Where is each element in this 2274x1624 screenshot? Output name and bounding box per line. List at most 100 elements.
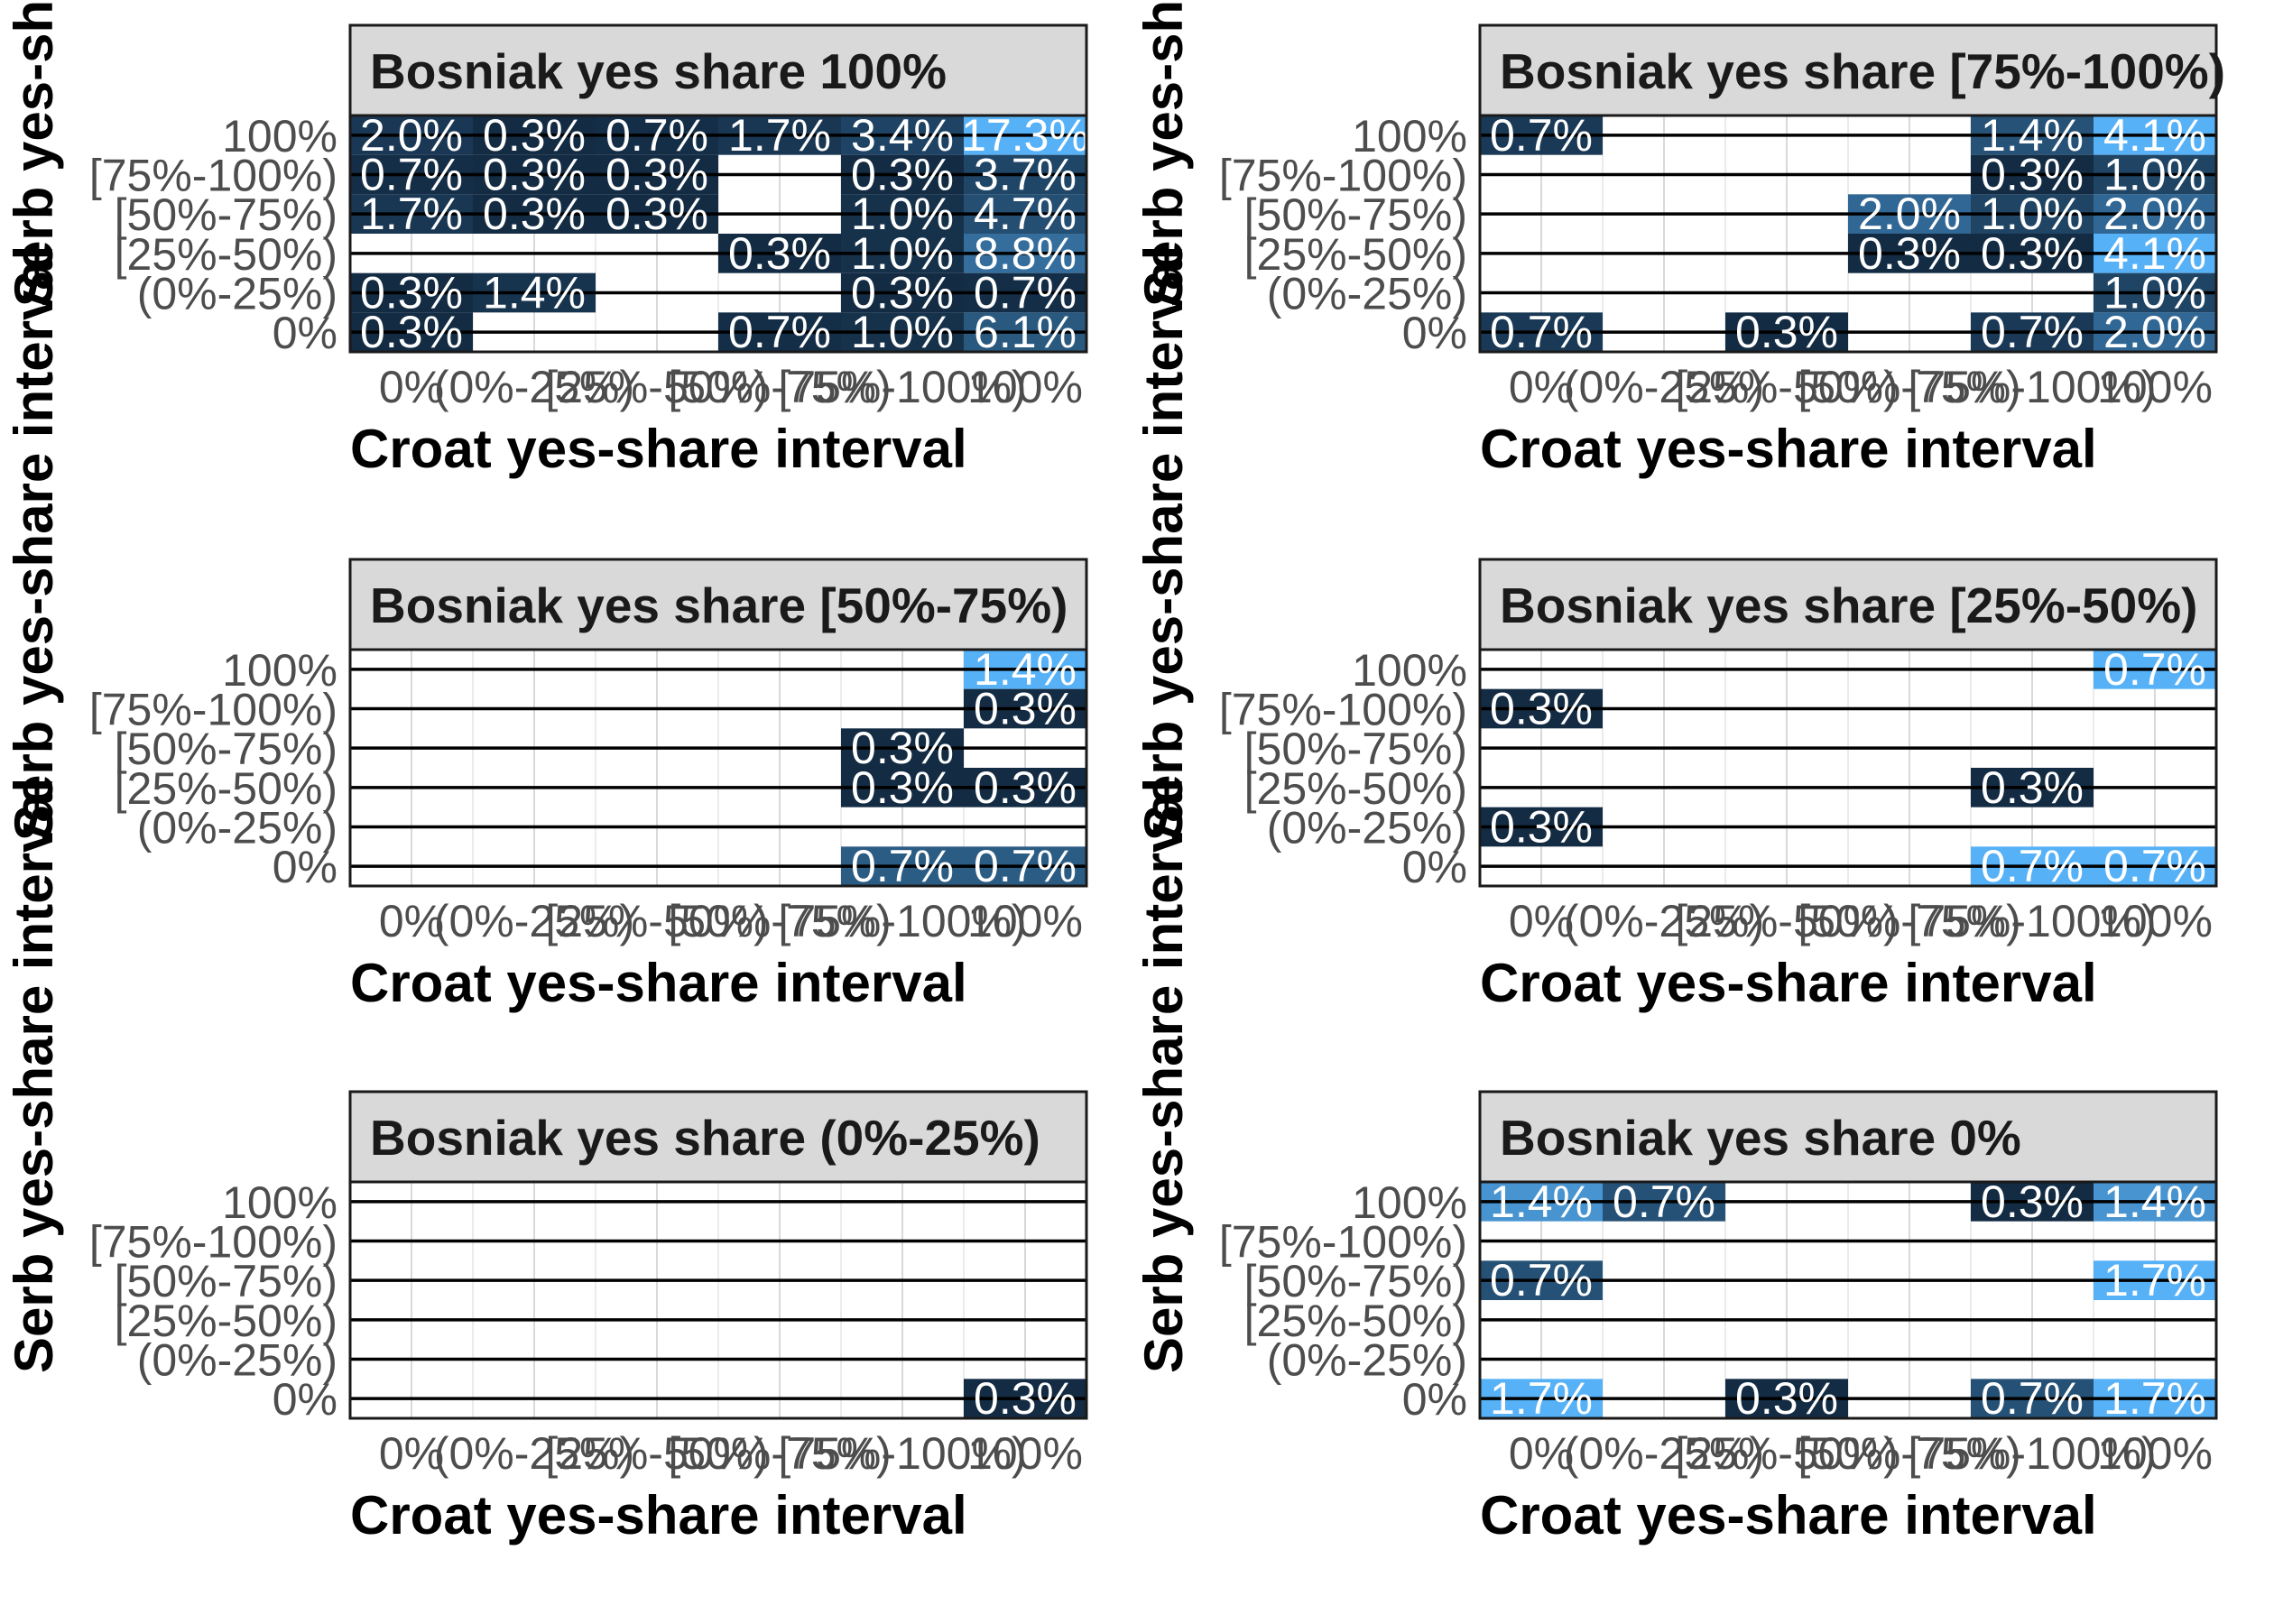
y-axis-title: Serb yes-share interval [1133, 0, 1194, 307]
cell-label: 0.3% [851, 723, 954, 773]
y-tick-label: (0%-25%) [137, 803, 337, 854]
x-tick-label: (0%-25%) [1564, 1428, 1764, 1479]
x-tick-label: (0%-25%) [434, 1428, 634, 1479]
cell-label: 6.1% [974, 307, 1077, 357]
cell-label: 0.3% [1735, 307, 1838, 357]
x-tick-label: [50%-75%) [668, 1428, 891, 1479]
panel-bosniak-yes-share-0: Bosniak yes share 0% 1.4% 0.7% 0.3% 1.4% 0.7%… [1133, 778, 2218, 1546]
x-tick-label: [25%-50%) [1675, 362, 1898, 412]
x-tick-label: 100% [2097, 1428, 2213, 1479]
cell-label: 0.3% [851, 268, 954, 318]
x-tick-label: [75%-100%) [778, 362, 1026, 412]
cell-label: 0.3% [360, 268, 463, 318]
y-tick-label: [75%-100%) [89, 1217, 337, 1268]
y-tick-label: 100% [222, 111, 337, 161]
y-tick-label: (0%-25%) [1267, 1335, 1467, 1386]
x-tick-label: [75%-100%) [778, 1428, 1026, 1479]
panel-bosniak-yes-share-50-75: Bosniak yes share [50%-75%)1.4%0.3%0.3%0… [4, 245, 1088, 1013]
panel-strip [348, 23, 1088, 117]
cell-label: 1.4% [2103, 1176, 2206, 1227]
cell-label: 1.0% [1981, 189, 2084, 239]
cell-label: 0.7% [2103, 644, 2206, 695]
cell-label: 0.3% [851, 150, 954, 200]
y-tick-label: [50%-75%) [1244, 1256, 1467, 1306]
x-tick-label: [25%-50%) [1675, 1428, 1898, 1479]
x-tick-label: [75%-100%) [1908, 896, 2156, 946]
x-axis-title: Croat yes-share interval [1480, 1485, 2097, 1546]
x-axis-title: Croat yes-share interval [1480, 953, 2097, 1013]
cell-label: 0.7% [1490, 110, 1593, 161]
panel-strip [1478, 1090, 2218, 1184]
y-tick-label: 0% [1402, 308, 1467, 358]
y-axis-title: Serb yes-share interval [4, 0, 64, 307]
cell-label: 1.0% [2103, 150, 2206, 200]
y-tick-label: 100% [222, 645, 337, 696]
cell-label: 2.0% [1858, 189, 1961, 239]
y-tick-label: [25%-50%) [1244, 229, 1467, 280]
cell-label: 0.3% [974, 1373, 1077, 1424]
cell-label: 0.3% [605, 189, 708, 239]
y-tick-label: 0% [273, 1374, 337, 1425]
y-tick-label: [50%-75%) [1244, 724, 1467, 774]
panel-bosniak-yes-share-0-25: Bosniak yes share (0%-25%)0.3%0%(0%-25%)… [4, 778, 1088, 1546]
cell-label: 0.7% [1981, 307, 2084, 357]
x-tick-label: [75%-100%) [1908, 362, 2156, 412]
x-axis-title: Croat yes-share interval [350, 953, 967, 1013]
cell-label: 0.3% [974, 684, 1077, 734]
y-tick-label: [50%-75%) [115, 724, 337, 774]
y-tick-label: [25%-50%) [115, 763, 337, 814]
x-tick-label: (0%-25%) [434, 896, 634, 946]
y-tick-label: [25%-50%) [115, 229, 337, 280]
cell-label: 0.7% [1981, 841, 2084, 891]
x-tick-label: [25%-50%) [545, 362, 768, 412]
y-tick-label: [75%-100%) [1219, 1217, 1467, 1268]
y-tick-label: [25%-50%) [1244, 1296, 1467, 1346]
x-tick-label: 0% [1509, 1428, 1574, 1479]
x-tick-label: 100% [967, 896, 1083, 946]
cell-label: 0.3% [1981, 150, 2084, 200]
y-tick-label: [75%-100%) [89, 151, 337, 201]
panel-title: Bosniak yes share 100% [370, 43, 947, 99]
x-tick-label: 0% [379, 362, 444, 412]
cell-label: 1.0% [851, 189, 954, 239]
cell-label: 0.7% [1490, 307, 1593, 357]
x-axis-title: Croat yes-share interval [350, 419, 967, 479]
cell-label: 1.7% [1490, 1373, 1593, 1424]
cell-label: 0.3% [605, 150, 708, 200]
x-tick-label: 100% [2097, 362, 2213, 412]
cell-label: 2.0% [360, 110, 463, 161]
panel-strip [348, 558, 1088, 651]
cell-label: 0.7% [1490, 1255, 1593, 1306]
cell-label: 3.4% [851, 110, 954, 161]
cell-label: 0.3% [851, 762, 954, 813]
cell-label: 0.7% [360, 150, 463, 200]
panel-strip [348, 1090, 1088, 1184]
panel-border [1478, 114, 2218, 354]
cell-label: 4.1% [2103, 228, 2206, 279]
cell-label: 2.0% [2103, 189, 2206, 239]
cell-label: 0.3% [360, 307, 463, 357]
y-tick-label: 0% [273, 308, 337, 358]
cell-label: 4.1% [2103, 110, 2206, 161]
x-tick-label: [25%-50%) [545, 896, 768, 946]
cell-label: 3.7% [974, 150, 1077, 200]
x-tick-label: (0%-25%) [1564, 896, 1764, 946]
x-tick-label: [25%-50%) [1675, 896, 1898, 946]
x-tick-label: [50%-75%) [668, 896, 891, 946]
cell-label: 0.3% [483, 110, 586, 161]
y-tick-label: (0%-25%) [1267, 803, 1467, 854]
x-tick-label: 100% [2097, 896, 2213, 946]
cell-label: 0.3% [1981, 1176, 2084, 1227]
y-axis-title: Serb yes-share interval [4, 245, 64, 841]
cell-label: 0.3% [483, 189, 586, 239]
y-tick-label: (0%-25%) [137, 1335, 337, 1386]
cell-label: 0.3% [483, 150, 586, 200]
cell-label: 0.7% [2103, 841, 2206, 891]
x-tick-label: [50%-75%) [668, 362, 891, 412]
cell-label: 1.0% [851, 228, 954, 279]
x-tick-label: [75%-100%) [1908, 1428, 2156, 1479]
y-tick-label: 100% [1352, 645, 1467, 696]
panel-bosniak-yes-share-100: Bosniak yes share 100%2.0% 0.3% 0.7% 1.7% 3.… [4, 0, 1089, 479]
cell-label: 0.7% [728, 307, 831, 357]
